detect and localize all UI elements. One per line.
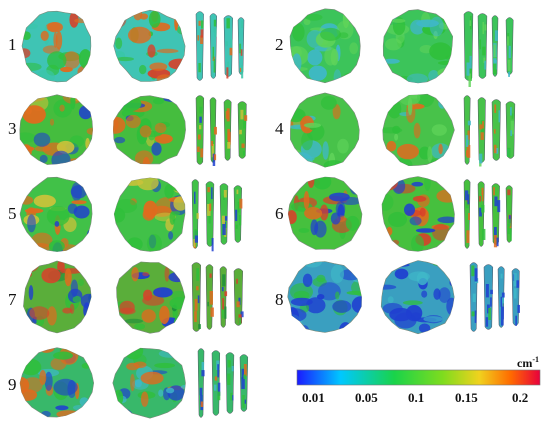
specimen-2-view-b xyxy=(382,9,454,84)
panel-label-4: 4 xyxy=(275,119,284,138)
specimen-8-view-a xyxy=(287,261,362,333)
colorbar-tick-1: 0.05 xyxy=(355,390,378,405)
specimen-8-view-b xyxy=(380,260,455,335)
colorbar-tick-4: 0.2 xyxy=(512,390,529,405)
specimen-3-slices xyxy=(195,95,248,166)
specimen-8-slices xyxy=(469,262,520,332)
specimen-2-slices xyxy=(463,11,514,87)
colorbar-unit-exponent: -1 xyxy=(532,355,539,364)
panel-label-9: 9 xyxy=(8,375,17,394)
specimen-9-slices xyxy=(197,348,249,418)
specimen-5-view-b xyxy=(113,177,186,252)
specimen-1-view-b xyxy=(113,9,186,82)
specimen-6-view-b xyxy=(381,176,455,252)
specimen-2-view-a xyxy=(289,8,361,84)
colorbar xyxy=(296,369,541,386)
specimen-3-view-b xyxy=(112,95,186,165)
specimen-9-view-b xyxy=(112,347,186,419)
specimen-7-view-a xyxy=(23,260,92,334)
panel-label-1: 1 xyxy=(8,35,17,54)
specimen-6-view-a xyxy=(287,176,363,250)
specimen-4-slices xyxy=(463,95,516,167)
colorbar-unit-text: cm xyxy=(517,356,533,370)
colorbar-unit: cm-1 xyxy=(517,355,539,371)
specimen-5-slices xyxy=(191,179,243,252)
panel-label-2: 2 xyxy=(275,35,284,54)
panel-label-6: 6 xyxy=(275,204,284,223)
specimen-9-view-a xyxy=(19,347,95,418)
specimen-7-view-b xyxy=(116,261,186,334)
specimen-1-slices xyxy=(195,11,245,81)
specimen-5-view-a xyxy=(19,176,93,252)
specimen-4-view-a xyxy=(290,92,360,168)
specimen-7-slices xyxy=(191,262,244,332)
panel-label-8: 8 xyxy=(275,290,284,309)
colorbar-tick-0: 0.01 xyxy=(302,390,325,405)
specimen-4-view-b xyxy=(382,93,455,167)
colorbar-tick-2: 0.1 xyxy=(408,390,425,405)
specimen-3-view-a xyxy=(19,94,94,165)
specimen-1-view-a xyxy=(21,10,92,83)
colorbar-tick-3: 0.15 xyxy=(455,390,478,405)
panel-label-5: 5 xyxy=(8,204,17,223)
specimen-6-slices xyxy=(463,179,513,249)
panel-label-7: 7 xyxy=(8,290,17,309)
panel-label-3: 3 xyxy=(8,119,17,138)
